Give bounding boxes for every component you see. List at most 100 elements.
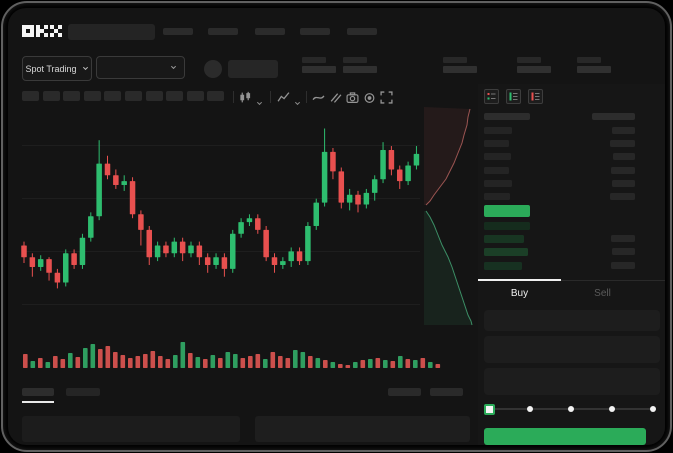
bid-price-placeholder bbox=[484, 235, 524, 244]
bottom-tab-underline bbox=[22, 401, 54, 403]
ask-price-placeholder bbox=[484, 166, 509, 174]
market-stat bbox=[577, 57, 617, 73]
ask-size-placeholder bbox=[610, 193, 635, 200]
market-type-selector[interactable]: Spot Trading bbox=[22, 56, 92, 81]
chevron-down-icon bbox=[82, 66, 88, 71]
bid-size-placeholder bbox=[611, 235, 635, 243]
orderbook-ask-row[interactable] bbox=[478, 166, 665, 175]
orderbook-asks-view-icon[interactable] bbox=[528, 89, 543, 104]
bottom-tab[interactable] bbox=[66, 388, 100, 396]
slider-step-dot[interactable] bbox=[609, 406, 615, 412]
tab-divider bbox=[478, 280, 665, 281]
ask-size-placeholder bbox=[612, 127, 635, 134]
nav-item-placeholder[interactable] bbox=[300, 28, 330, 35]
slider-step-dot[interactable] bbox=[568, 406, 574, 412]
bid-price-placeholder bbox=[484, 222, 530, 230]
buy-submit-button[interactable] bbox=[484, 428, 646, 445]
bid-size-placeholder bbox=[611, 261, 635, 269]
fullscreen-icon[interactable] bbox=[380, 91, 393, 109]
slider-step-dot[interactable] bbox=[527, 406, 533, 412]
chart-type-icon[interactable] bbox=[239, 91, 252, 109]
gridline bbox=[22, 198, 420, 199]
orderbook-bid-row[interactable] bbox=[478, 235, 665, 244]
amount-slider-handle[interactable] bbox=[484, 404, 495, 415]
last-price-bar[interactable] bbox=[484, 205, 530, 217]
indicators-icon[interactable] bbox=[277, 91, 290, 109]
stat-label-placeholder bbox=[443, 57, 467, 63]
ask-price-placeholder bbox=[484, 153, 511, 161]
orderbook-ask-row[interactable] bbox=[478, 179, 665, 188]
settings-gear-icon[interactable] bbox=[363, 91, 376, 109]
active-tab-indicator bbox=[478, 279, 561, 281]
pair-selector-dropdown[interactable] bbox=[96, 56, 185, 79]
okx-logo bbox=[22, 25, 62, 37]
orderbook-ask-row[interactable] bbox=[478, 127, 665, 135]
interval-button-placeholder[interactable] bbox=[83, 91, 101, 101]
order-price-field[interactable] bbox=[484, 310, 660, 331]
interval-button-placeholder[interactable] bbox=[186, 91, 204, 101]
toolbar-divider bbox=[270, 91, 271, 103]
nav-item-placeholder[interactable] bbox=[255, 28, 285, 35]
orderbook-bid-row[interactable] bbox=[478, 248, 665, 257]
orderbook-bids-view-icon[interactable] bbox=[506, 89, 521, 104]
order-total-field[interactable] bbox=[484, 368, 660, 395]
stat-value-placeholder bbox=[577, 66, 611, 73]
market-stat bbox=[302, 57, 342, 73]
pair-avatar bbox=[204, 60, 222, 78]
orderbook-bid-row[interactable] bbox=[478, 261, 665, 270]
orderbook-ask-row[interactable] bbox=[478, 153, 665, 161]
trendline-tool-icon[interactable] bbox=[312, 91, 325, 109]
bottom-action-placeholder[interactable] bbox=[388, 388, 421, 396]
bid-price-placeholder bbox=[484, 248, 528, 257]
orders-panel-placeholder bbox=[22, 416, 240, 442]
market-type-label: Spot Trading bbox=[25, 63, 77, 74]
interval-button-placeholder[interactable] bbox=[166, 91, 184, 101]
ask-size-placeholder bbox=[611, 166, 635, 174]
drawing-tools-icon[interactable] bbox=[329, 91, 342, 109]
orderbook-bid-row[interactable] bbox=[478, 222, 665, 230]
candlestick-chart[interactable] bbox=[20, 108, 422, 334]
interval-button-placeholder[interactable] bbox=[104, 91, 122, 101]
bottom-action-placeholder[interactable] bbox=[430, 388, 463, 396]
stat-label-placeholder bbox=[577, 57, 601, 63]
bottom-tab-active[interactable] bbox=[22, 388, 54, 396]
interval-button-placeholder[interactable] bbox=[42, 91, 60, 101]
gridline bbox=[22, 251, 420, 252]
logo-letter-x bbox=[50, 25, 62, 37]
nav-item-placeholder[interactable] bbox=[347, 28, 377, 35]
bid-price-placeholder bbox=[484, 261, 522, 270]
tab-sell[interactable]: Sell bbox=[594, 288, 611, 299]
interval-button-placeholder[interactable] bbox=[63, 91, 81, 101]
market-stat bbox=[343, 57, 383, 73]
bid-size-placeholder bbox=[612, 248, 635, 256]
logo-letter-o bbox=[22, 25, 34, 37]
orderbook-ask-row[interactable] bbox=[478, 193, 665, 201]
camera-icon[interactable] bbox=[346, 91, 359, 109]
tab-buy[interactable]: Buy bbox=[510, 288, 529, 299]
interval-button-placeholder[interactable] bbox=[145, 91, 163, 101]
chevron-down-icon[interactable] bbox=[294, 94, 301, 112]
orderbook-col-header bbox=[484, 113, 530, 120]
interval-button-placeholder[interactable] bbox=[125, 91, 142, 101]
interval-button-placeholder[interactable] bbox=[207, 91, 225, 101]
order-amount-field[interactable] bbox=[484, 336, 660, 363]
app-window: Spot Trading bbox=[8, 8, 665, 445]
nav-item-placeholder[interactable] bbox=[208, 28, 238, 35]
ask-price-placeholder bbox=[484, 127, 512, 134]
gridline bbox=[22, 145, 420, 146]
orderbook-ask-row[interactable] bbox=[478, 140, 665, 148]
nav-item-placeholder[interactable] bbox=[163, 28, 193, 35]
search-input[interactable] bbox=[68, 24, 155, 40]
stat-label-placeholder bbox=[343, 57, 367, 63]
interval-button-placeholder[interactable] bbox=[22, 91, 39, 101]
slider-step-dot[interactable] bbox=[650, 406, 656, 412]
volume-bars bbox=[23, 342, 441, 368]
orderbook-combined-view-icon[interactable] bbox=[484, 89, 499, 104]
chevron-down-icon[interactable] bbox=[256, 94, 263, 112]
gridline bbox=[22, 304, 420, 305]
stat-value-placeholder bbox=[302, 66, 336, 73]
market-stat bbox=[443, 57, 483, 73]
history-panel-placeholder bbox=[255, 416, 470, 442]
